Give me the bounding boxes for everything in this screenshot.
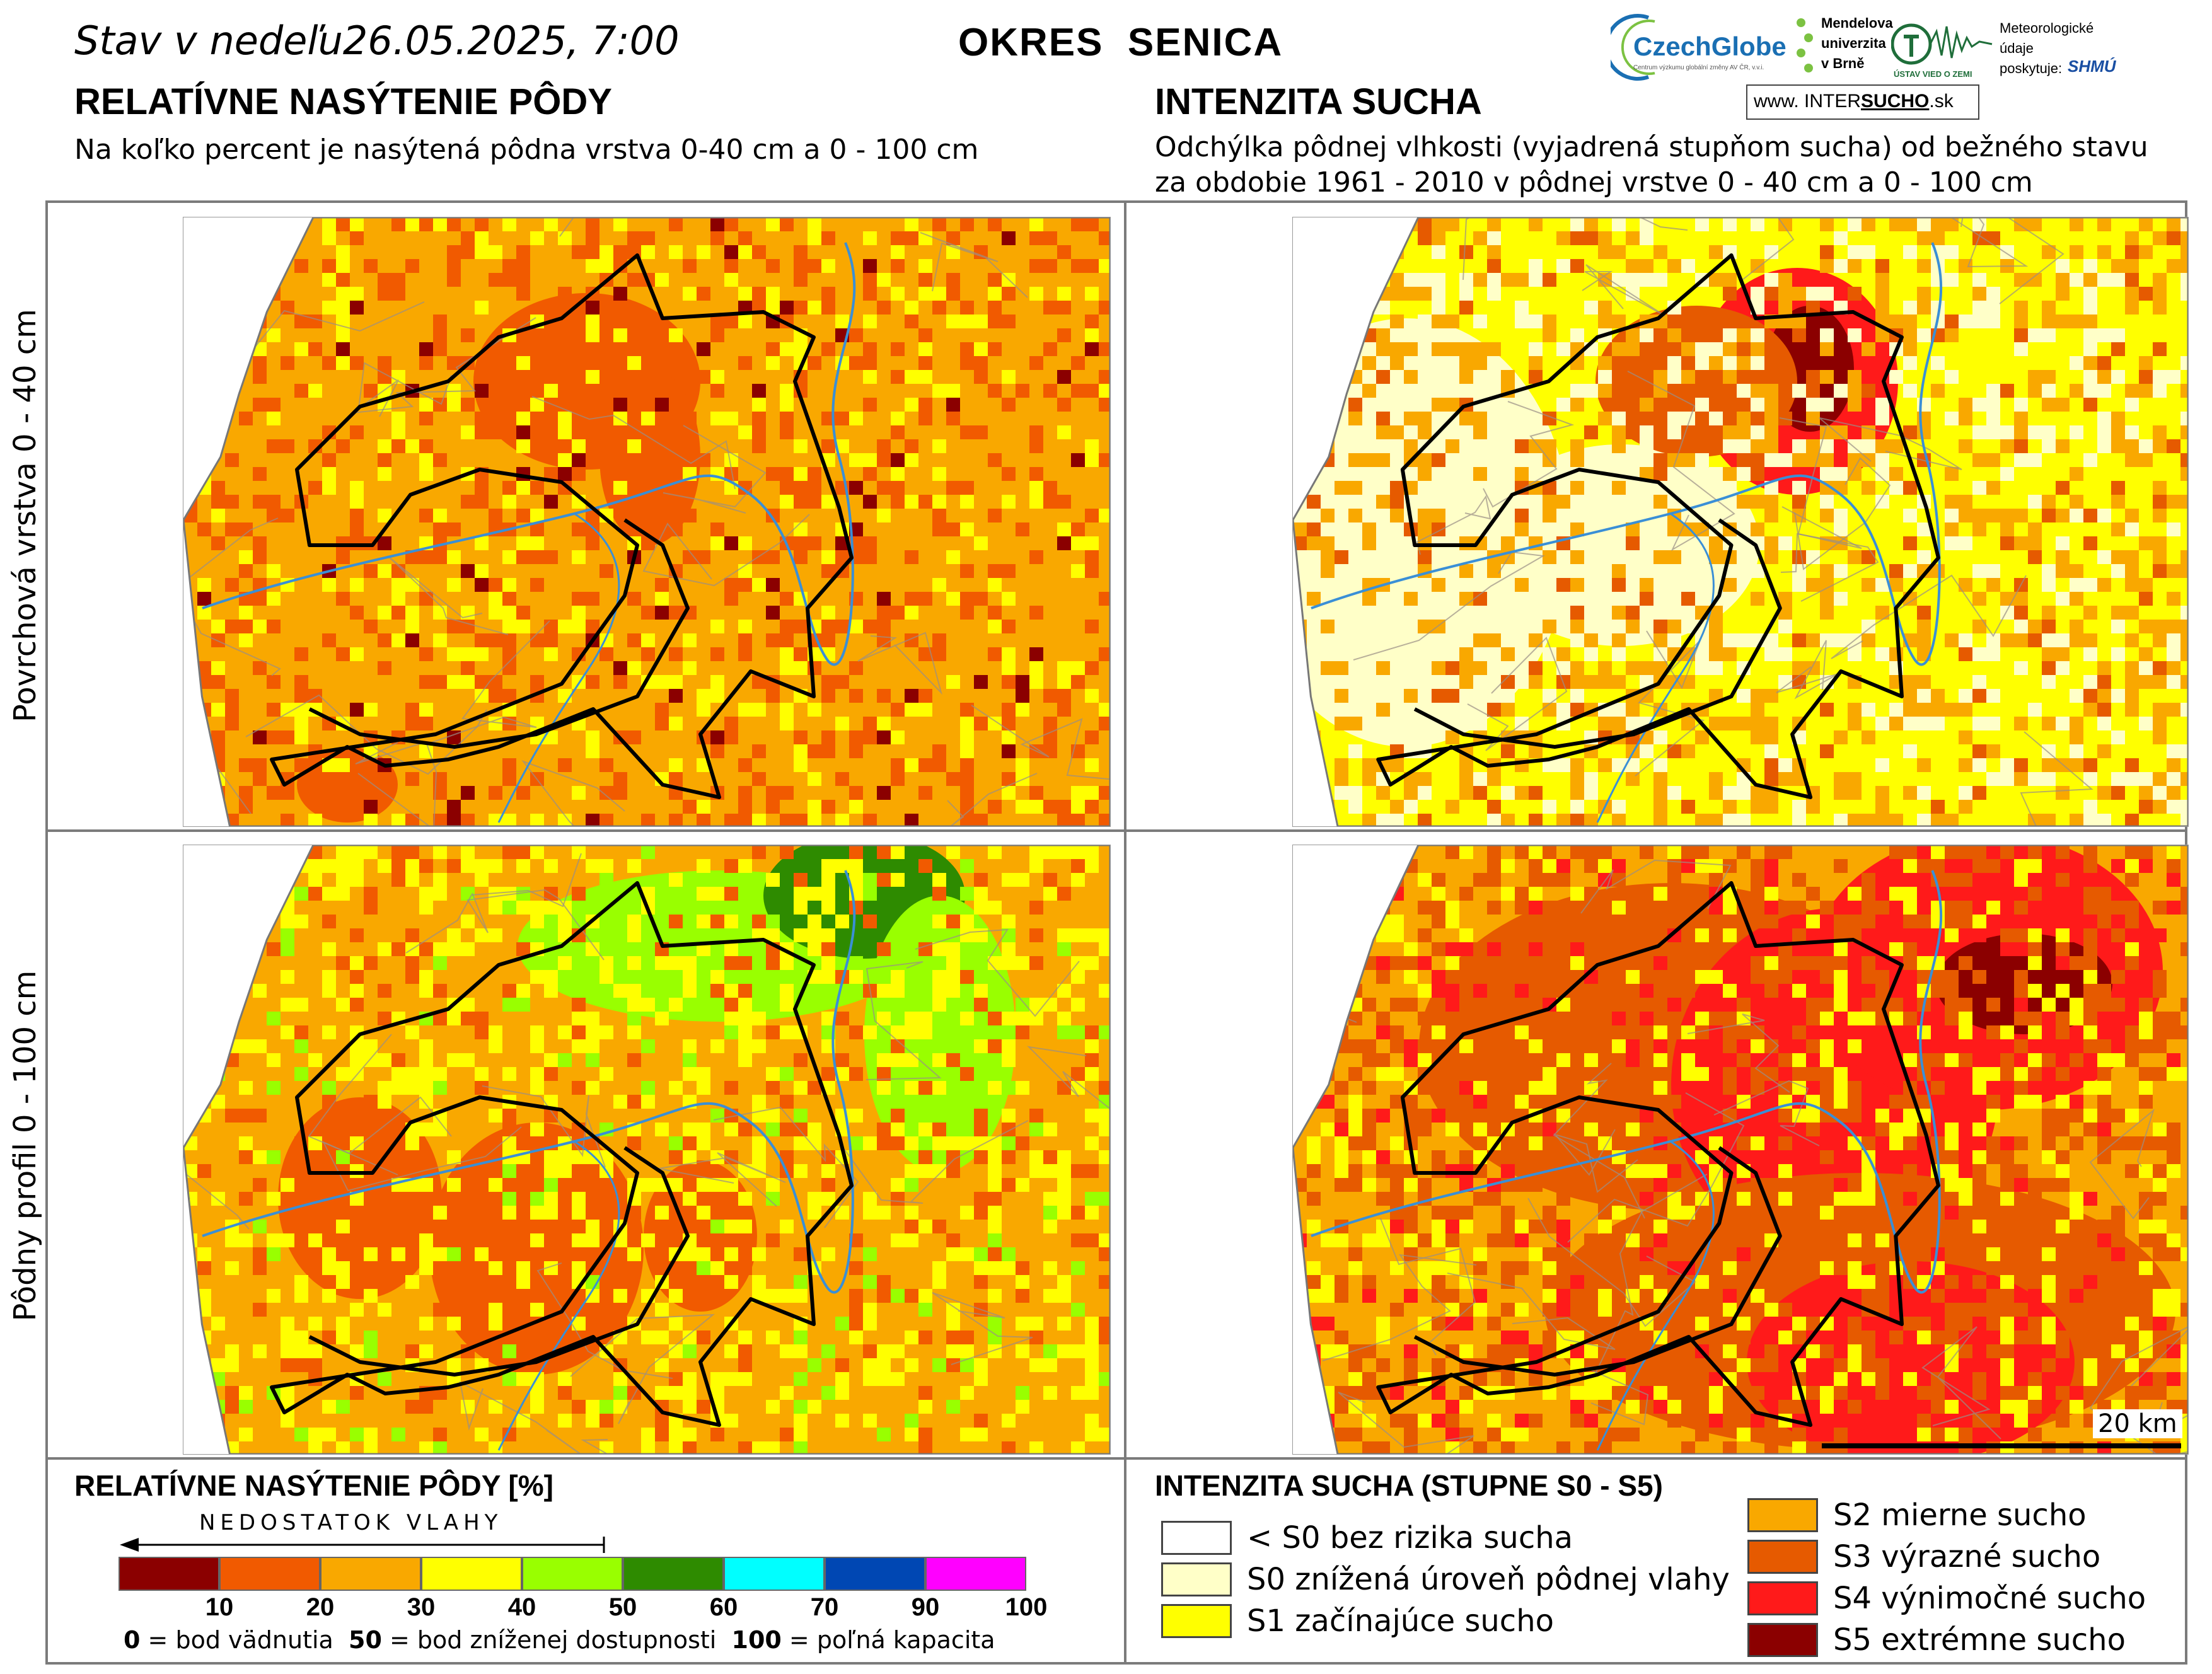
right-section-title: INTENZITA SUCHA	[1155, 81, 1482, 122]
legend-drought-title: INTENZITA SUCHA (STUPNE S0 - S5)	[1155, 1469, 1663, 1502]
lack-of-moisture-arrow	[120, 1535, 605, 1554]
scale-tick-50: 50	[608, 1593, 637, 1621]
intersucho-text: www. INTERSUCHO.sk	[1754, 91, 1954, 112]
date-prefix: Stav v nedeľu	[74, 18, 343, 64]
panel-divider-vertical	[1124, 200, 1126, 1665]
scale-tick-40: 40	[507, 1593, 536, 1621]
drought-legend-item-4: S3 výrazné sucho	[1747, 1539, 2100, 1574]
header-date: Stav v nedeľu26.05.2025, 7:00	[74, 18, 680, 64]
date-value: 26.05.2025, 7:00	[342, 18, 680, 64]
drought-topsoil-raster	[1293, 217, 2188, 826]
map-drought-topsoil[interactable]	[1292, 217, 2189, 827]
meteo-line-1: Meteorologické	[2000, 20, 2094, 36]
mendel-logo: Mendelova univerzita v Brně	[1793, 14, 1893, 83]
panel-divider-horizontal-1	[45, 829, 2187, 832]
intersucho-link[interactable]: www. INTERSUCHO.sk	[1746, 84, 1979, 120]
right-section-subtitle-1: Odchýlka pôdnej vlhkosti (vyjadrená stup…	[1155, 131, 2148, 163]
drought-legend-swatch	[1161, 1521, 1232, 1555]
czechglobe-subtitle: Centrum výzkumu globální změny AV ČR, v.…	[1633, 64, 1764, 71]
left-section-subtitle: Na koľko percent je nasýtená pôdna vrstv…	[74, 134, 979, 166]
scale-color-3	[421, 1557, 522, 1591]
drought-legend-swatch	[1161, 1604, 1232, 1638]
saturation-color-scale	[119, 1557, 1026, 1591]
drought-legend-label: < S0 bez rizika sucha	[1247, 1520, 1573, 1556]
scale-tick-60: 60	[709, 1593, 738, 1621]
mendel-line-3: v Brně	[1821, 55, 1865, 71]
region-title: OKRES SENICA	[958, 21, 1283, 64]
scale-color-7	[825, 1557, 925, 1591]
drought-profile-raster	[1293, 845, 2188, 1454]
right-section-subtitle-2: za obdobie 1961 - 2010 v pôdnej vrstve 0…	[1155, 166, 2033, 199]
saturation-profile-raster	[183, 845, 1110, 1454]
scale-tick-30: 30	[407, 1593, 436, 1621]
saturation-scale-note: 0 = bod vädnutia 50 = bod zníženej dostu…	[124, 1626, 995, 1654]
saturation-topsoil-raster	[183, 217, 1110, 826]
drought-legend-item-6: S5 extrémne sucho	[1747, 1622, 2126, 1658]
mendel-line-2: univerzita	[1821, 35, 1886, 51]
meteo-line-2: údaje	[2000, 40, 2034, 56]
scale-color-0	[119, 1557, 219, 1591]
legend-saturation-title: RELATÍVNE NASÝTENIE PÔDY [%]	[74, 1469, 553, 1502]
scalebar-line	[1822, 1443, 2181, 1448]
drought-legend-label: S3 výrazné sucho	[1833, 1539, 2101, 1574]
meteo-line-3: poskytuje:	[2000, 61, 2063, 76]
scalebar-label: 20 km	[2093, 1409, 2182, 1438]
scale-tick-100: 100	[1005, 1593, 1048, 1621]
panel-divider-horizontal-2	[45, 1457, 2187, 1460]
drought-legend-label: S5 extrémne sucho	[1833, 1622, 2126, 1658]
drought-legend-swatch	[1747, 1540, 1818, 1574]
map-saturation-topsoil[interactable]	[183, 217, 1111, 827]
czechglobe-logo: CzechGlobe Centrum výzkumu globální změn…	[1604, 13, 1793, 82]
drought-legend-item-0: < S0 bez rizika sucha	[1161, 1520, 1573, 1556]
uvz-name: ÚSTAV VIED O ZEMI	[1894, 69, 1972, 79]
drought-legend-label: S2 mierne sucho	[1833, 1498, 2087, 1533]
scale-tick-70: 70	[810, 1593, 839, 1621]
meteo-provider: Meteorologické údaje poskytuje: SHMÚ	[2000, 18, 2116, 81]
drought-legend-label: S1 začínajúce sucho	[1247, 1603, 1554, 1639]
uvz-logo: ÚSTAV VIED O ZEMI	[1891, 19, 1995, 82]
drought-legend-swatch	[1161, 1562, 1232, 1596]
mendel-line-1: Mendelova	[1821, 15, 1893, 31]
scale-tick-10: 10	[205, 1593, 234, 1621]
scale-color-2	[320, 1557, 421, 1591]
scale-color-6	[724, 1557, 825, 1591]
czechglobe-name: CzechGlobe	[1633, 32, 1786, 61]
drought-legend-item-1: S0 znížená úroveň pôdnej vlahy	[1161, 1562, 1730, 1597]
scale-color-4	[522, 1557, 623, 1591]
drought-legend-label: S4 výnimočné sucho	[1833, 1581, 2146, 1616]
left-section-title: RELATÍVNE NASÝTENIE PÔDY	[74, 81, 612, 122]
row-label-top: Povrchová vrstva 0 - 40 cm	[8, 309, 43, 722]
drought-legend-item-3: S2 mierne sucho	[1747, 1498, 2087, 1533]
map-drought-profile[interactable]	[1292, 845, 2189, 1455]
scale-tick-90: 90	[911, 1593, 940, 1621]
drought-legend-swatch	[1747, 1581, 1818, 1615]
drought-legend-swatch	[1747, 1623, 1818, 1657]
scale-color-8	[925, 1557, 1026, 1591]
drought-legend-swatch	[1747, 1498, 1818, 1532]
scale-tick-20: 20	[306, 1593, 335, 1621]
drought-legend-item-2: S1 začínajúce sucho	[1161, 1603, 1554, 1639]
scale-color-5	[623, 1557, 724, 1591]
lack-of-moisture-label: NEDOSTATOK VLAHY	[199, 1510, 503, 1535]
drought-legend-item-5: S4 výnimočné sucho	[1747, 1581, 2146, 1616]
scale-color-1	[219, 1557, 320, 1591]
row-label-bottom: Pôdny profil 0 - 100 cm	[8, 970, 43, 1322]
map-saturation-profile[interactable]	[183, 845, 1111, 1455]
drought-legend-label: S0 znížená úroveň pôdnej vlahy	[1247, 1562, 1730, 1597]
shmu-logo: SHMÚ	[2068, 57, 2116, 76]
